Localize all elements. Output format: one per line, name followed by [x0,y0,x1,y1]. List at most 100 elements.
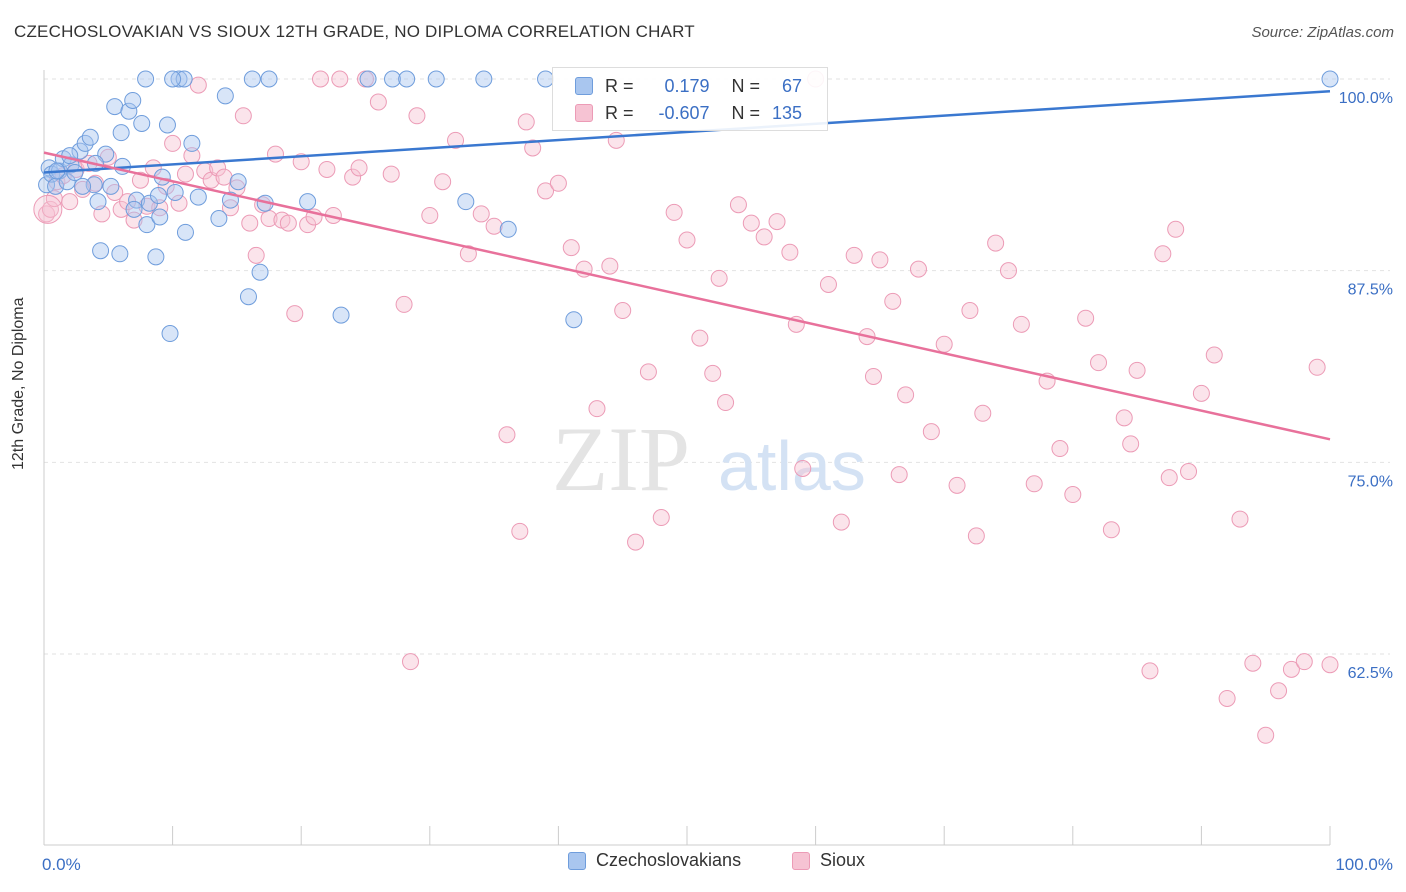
sioux-point [215,168,233,186]
x-tick-label: 0.0% [42,855,81,874]
sioux-point [408,107,426,125]
sioux-point [1295,653,1313,671]
sioux-point [498,426,516,444]
sioux-point [1180,463,1198,481]
czech-points [38,70,1339,343]
sioux-point [832,513,850,531]
czech-point [138,216,156,234]
stats-row-sioux: R = -0.607 N = 135 [575,100,802,126]
czech-point [61,147,79,165]
czech-point [565,311,583,329]
sioux-point [402,653,420,671]
sioux-point [33,194,63,224]
czech-point [124,91,142,109]
stats-r-label: R = [605,102,634,123]
sioux-points [33,70,1339,744]
sioux-point [897,386,915,404]
sioux-point [1270,682,1288,700]
sioux-point [1257,726,1275,744]
sioux-point [176,165,194,183]
czech-point [158,116,176,134]
y-axis-label: 12th Grade, No Diploma [10,297,27,470]
czech-point [384,70,402,88]
czech-point [147,248,165,266]
sioux-point [459,245,477,263]
legend-czech[interactable]: Czechoslovakians [568,850,741,871]
czech-point [210,210,228,228]
czech-point [125,200,143,218]
y-tick-label: 87.5% [1348,282,1393,299]
sioux-point [350,159,368,177]
sioux-point [588,400,606,418]
sioux-point [434,173,452,191]
sioux-point [781,243,799,261]
sioux-point [189,76,207,94]
sioux-point [922,423,940,441]
sioux-point [234,107,252,125]
sioux-point [421,206,439,224]
sioux-point [311,70,329,88]
sioux-point [607,131,625,149]
sioux-point [974,404,992,422]
czech-point [229,173,247,191]
y-tick-label: 100.0% [1339,90,1393,107]
source-credit: Source: ZipAtlas.com [1251,24,1394,41]
sioux-point [138,197,156,215]
czech-point [189,188,207,206]
legend-label-czech: Czechoslovakians [596,850,742,870]
sioux-point [1192,384,1210,402]
stats-row-czech: R = 0.179 N = 67 [575,73,802,99]
sioux-point [286,305,304,323]
czech-point [398,70,416,88]
x-tick-label: 100.0% [1335,855,1393,874]
sioux-point [948,476,966,494]
czech-point [74,177,92,195]
axes [43,70,1331,846]
sioux-point [1231,510,1249,528]
sioux-point [266,145,284,163]
legend-sioux[interactable]: Sioux [792,850,865,871]
sioux-point [292,153,310,171]
sioux-point [1141,662,1159,680]
sioux-point [170,194,188,212]
sioux-point [1244,654,1262,672]
sioux-point [485,217,503,235]
stats-czech-r: 0.179 [664,75,710,96]
sioux-point [710,269,728,287]
sioux-point [987,234,1005,252]
sioux-point [961,302,979,320]
sioux-point [627,533,645,551]
sioux-point [1282,660,1300,678]
sioux-point [1025,475,1043,493]
czech-point [475,70,493,88]
czech-point [89,193,107,211]
czech-point [149,187,167,205]
sioux-point [678,231,696,249]
sioux-point [652,509,670,527]
sioux-point [909,260,927,278]
stats-sioux-n: 135 [771,102,803,123]
sioux-point [1321,656,1339,674]
sioux-point [871,251,889,269]
sioux-point [331,70,349,88]
czech-point [151,208,169,226]
sioux-point [164,134,182,152]
sioux-point [864,367,882,385]
sioux-point [151,199,169,217]
sioux-point [537,182,555,200]
sioux-point [279,214,297,232]
czech-point [332,306,350,324]
sioux-point [1128,361,1146,379]
czech-point [260,70,278,88]
sioux-point [794,459,812,477]
czech-point [106,98,124,116]
czech-point [170,70,188,88]
sioux-point [819,275,837,293]
sioux-point [517,113,535,131]
czech-point [161,325,179,343]
sioux-point [318,160,336,178]
czech-point [120,102,138,120]
sioux-point [717,394,735,412]
sioux-point [1218,689,1236,707]
sioux-point [729,196,747,214]
